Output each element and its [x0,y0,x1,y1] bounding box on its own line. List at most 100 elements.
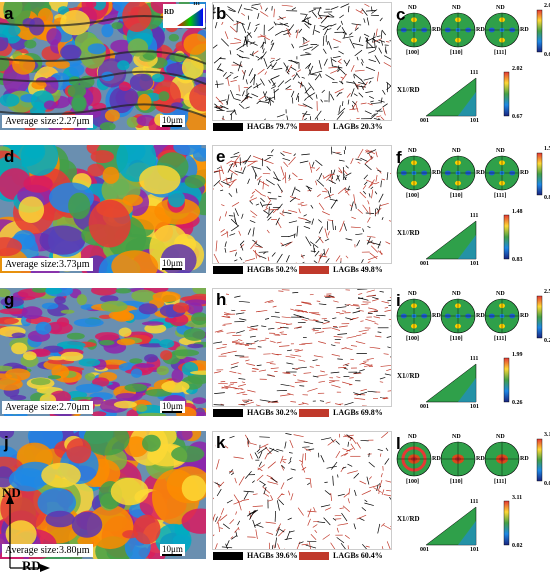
pole-figure-plots [394,288,550,421]
pole-label: [100] [406,479,419,485]
panel-label-gb: k [216,434,225,451]
ipf-min: 0.83 [512,257,523,263]
average-grain-size: Average size:2.27μm [2,115,93,128]
rd-label: RD [476,456,485,462]
corner-111: 111 [470,213,478,219]
key-111: 111 [193,2,200,7]
hagb-swatch [213,409,243,417]
gb-legend: HAGBs 79.7% LAGBs 20.3% [213,122,403,132]
nd-label: ND [452,291,461,297]
corner-001: 001 [420,547,429,553]
pole-label: [110] [450,50,463,56]
nd-label: ND [496,5,505,11]
scale-bar-value: 10μm [162,115,183,125]
panel-label-pf: c [396,6,405,23]
panel-label-gb: b [216,5,226,22]
corner-111: 111 [470,499,478,505]
ipf-map-grains [0,145,206,273]
pole-label: [111] [494,336,506,342]
corner-001: 001 [420,118,429,124]
corner-001: 001 [420,261,429,267]
grain-boundary-map: b [212,2,392,121]
grain-boundary-network [213,432,391,549]
panel-label-map: d [4,148,14,165]
lagb-fraction: LAGBs 20.3% [333,122,383,131]
ipf-axis-label: X1//RD [397,229,420,237]
lagb-swatch [299,552,329,560]
pole-figures: i[100]NDRD[110]NDRD[111]NDRD2.530.26X1//… [394,288,550,421]
lagb-swatch [299,123,329,131]
panel-label-gb: e [216,148,225,165]
lagb-swatch [299,266,329,274]
ipf-max: 2.02 [512,66,523,72]
corner-101: 101 [470,547,479,553]
hagb-swatch [213,552,243,560]
nd-label: ND [452,434,461,440]
hagb-fraction: HAGBs 79.7% [247,122,298,131]
figure-row: d Average size:3.73μm 10μm e HAGBs 50.2%LAGB… [0,145,550,285]
pole-label: [110] [450,479,463,485]
rd-label: RD [432,27,441,33]
key-rd: RD [164,8,174,16]
gb-legend: HAGBs 39.6%LAGBs 60.4% [213,551,403,561]
rd-label: RD [520,456,529,462]
pole-label: [100] [406,50,419,56]
pole-figure-plots [394,2,550,135]
rd-label: RD [476,170,485,176]
pf-min: 0.02 [544,481,550,487]
gb-legend: HAGBs 30.2%LAGBs 69.8% [213,408,403,418]
hagb-swatch [213,123,243,131]
average-grain-size: Average size:3.73μm [2,258,93,271]
pole-figure-plots [394,145,550,278]
scale-bar: 10μm [160,258,185,270]
pole-label: [110] [450,336,463,342]
rd-label: RD [476,27,485,33]
panel-label-pf: f [396,149,402,166]
nd-label: ND [496,434,505,440]
rd-axis-label: RD [22,558,41,574]
nd-label: ND [452,5,461,11]
ipf-orientation-map: a Average size:2.27μm 10μm RD 111 [0,2,206,130]
scale-bar: 10μm [160,544,185,556]
nd-label: ND [408,5,417,11]
nd-label: ND [496,291,505,297]
lagb-fraction: LAGBs 60.4% [333,551,383,560]
ipf-map-grains [0,288,206,416]
corner-101: 101 [470,404,479,410]
ipf-axis-label: X1//RD [397,372,420,380]
gb-legend: HAGBs 50.2%LAGBs 49.8% [213,265,403,275]
ipf-max: 1.99 [512,352,523,358]
ipf-orientation-map: d Average size:3.73μm 10μm [0,145,206,273]
panel-label-map: a [4,5,13,22]
ipf-min: 0.26 [512,400,523,406]
corner-001: 001 [420,404,429,410]
corner-101: 101 [470,261,479,267]
pole-label: [100] [406,193,419,199]
ipf-axis-label: X1//RD [397,86,420,94]
pf-max: 3.12 [544,432,550,438]
figure-row: a Average size:2.27μm 10μm RD 111 b HAGBs 79.7… [0,2,550,142]
scale-bar-value: 10μm [162,401,183,411]
scale-bar-value: 10μm [162,544,183,554]
nd-label: ND [408,434,417,440]
sample-axes: ND RD [0,480,60,573]
grain-boundary-map: k [212,431,392,550]
nd-axis-label: ND [2,485,21,501]
lagb-fraction: LAGBs 49.8% [333,265,383,274]
panel-label-map: g [4,291,14,308]
ipf-min: 0.02 [512,543,523,549]
pole-label: [111] [494,50,506,56]
corner-101: 101 [470,118,479,124]
rd-label: RD [432,456,441,462]
nd-label: ND [408,148,417,154]
panel-label-pf: l [396,435,401,452]
nd-label: ND [496,148,505,154]
pole-label: [111] [494,479,506,485]
pole-label: [100] [406,336,419,342]
ipf-max: 1.48 [512,209,523,215]
pf-max: 2.03 [544,3,550,9]
pole-figures: l[100]NDRD[110]NDRD[111]NDRD3.120.02X1//… [394,431,550,564]
